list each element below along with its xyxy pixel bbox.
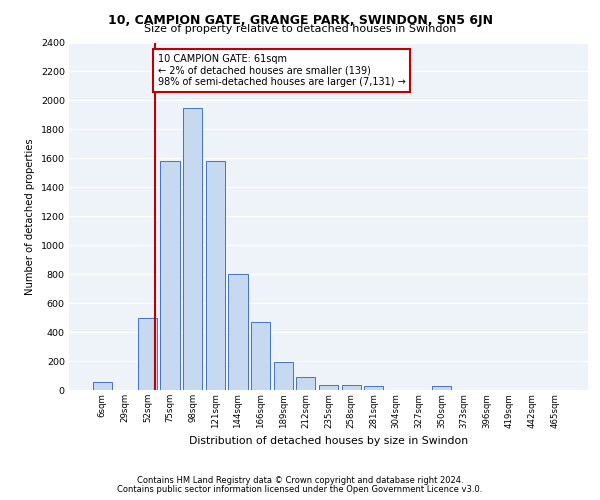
Bar <box>251 322 270 390</box>
Text: 10, CAMPION GATE, GRANGE PARK, SWINDON, SN5 6JN: 10, CAMPION GATE, GRANGE PARK, SWINDON, … <box>107 14 493 27</box>
Text: Contains public sector information licensed under the Open Government Licence v3: Contains public sector information licen… <box>118 485 482 494</box>
Bar <box>160 161 180 390</box>
Bar <box>296 377 316 390</box>
Bar <box>92 382 112 390</box>
Text: Size of property relative to detached houses in Swindon: Size of property relative to detached ho… <box>144 24 456 34</box>
Bar <box>364 386 383 390</box>
Y-axis label: Number of detached properties: Number of detached properties <box>25 138 35 294</box>
Bar <box>206 161 225 390</box>
Text: Contains HM Land Registry data © Crown copyright and database right 2024.: Contains HM Land Registry data © Crown c… <box>137 476 463 485</box>
Bar <box>138 318 157 390</box>
Bar <box>274 362 293 390</box>
Bar <box>319 385 338 390</box>
Text: 10 CAMPION GATE: 61sqm
← 2% of detached houses are smaller (139)
98% of semi-det: 10 CAMPION GATE: 61sqm ← 2% of detached … <box>158 54 406 88</box>
X-axis label: Distribution of detached houses by size in Swindon: Distribution of detached houses by size … <box>189 436 468 446</box>
Bar <box>432 386 451 390</box>
Bar <box>229 274 248 390</box>
Bar <box>341 385 361 390</box>
Bar <box>183 108 202 390</box>
